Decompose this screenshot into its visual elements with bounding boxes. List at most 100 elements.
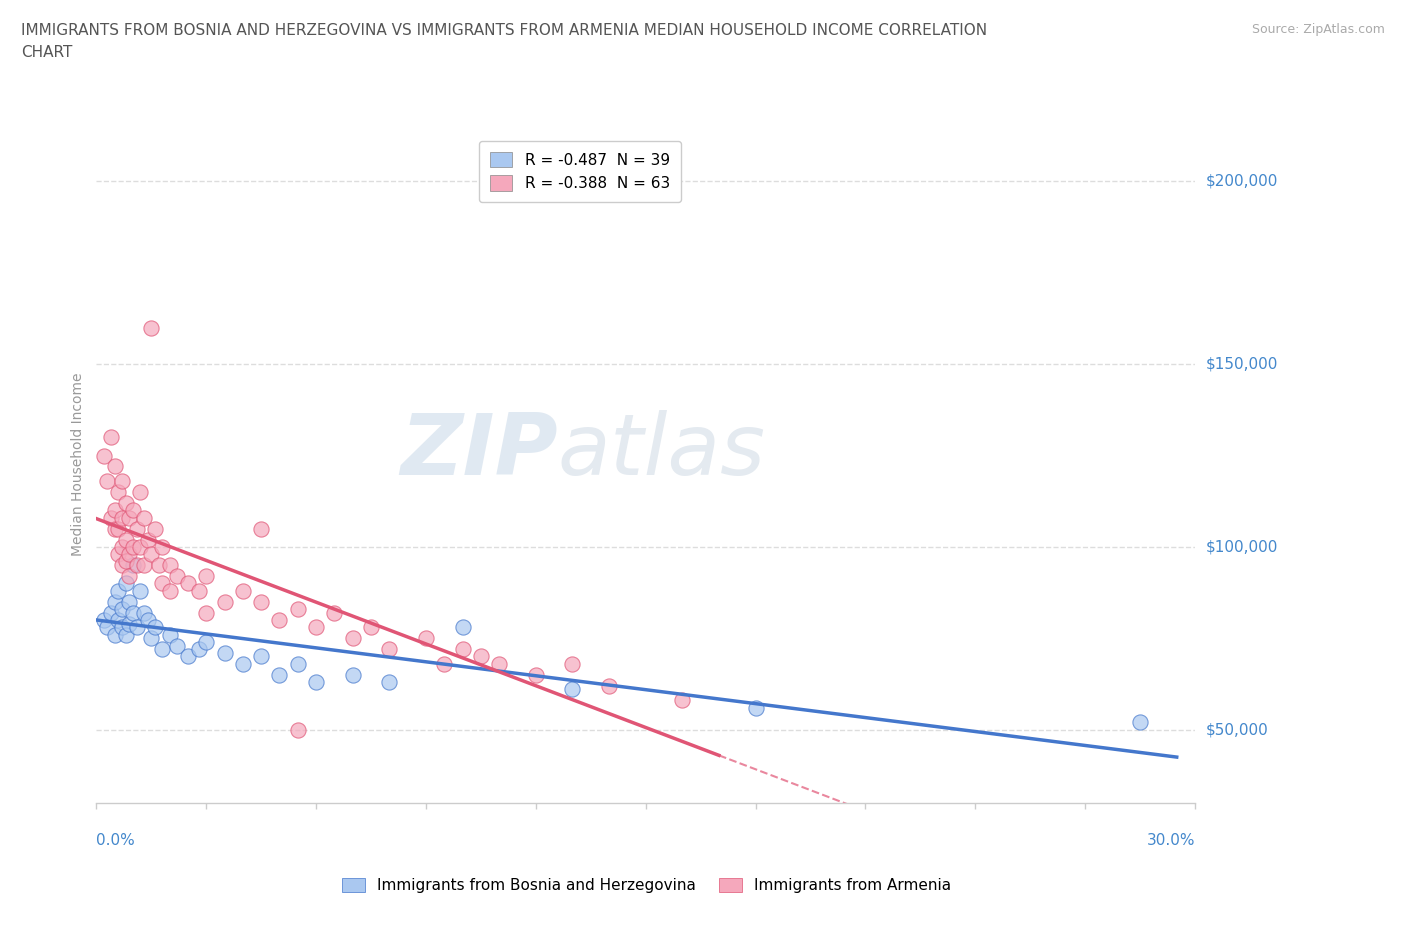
Text: 0.0%: 0.0% (97, 833, 135, 848)
Point (111, 539, 134, 554)
Point (744, 700, 766, 715)
Point (132, 558, 155, 573)
Text: $50,000: $50,000 (1206, 722, 1268, 737)
Point (111, 602, 134, 617)
Point (122, 558, 145, 573)
Text: $200,000: $200,000 (1206, 174, 1278, 189)
Point (136, 613, 159, 628)
Point (150, 539, 173, 554)
Point (111, 619, 134, 634)
Point (433, 657, 456, 671)
Point (166, 638, 188, 653)
Point (177, 576, 200, 591)
Point (159, 583, 181, 598)
Point (107, 547, 129, 562)
Point (150, 576, 173, 591)
Point (195, 605, 218, 620)
Point (118, 617, 141, 631)
Point (250, 649, 273, 664)
Point (132, 605, 155, 620)
Point (305, 619, 328, 634)
Point (214, 645, 236, 660)
Point (96, 619, 118, 634)
Point (561, 657, 583, 671)
Text: $100,000: $100,000 (1206, 539, 1278, 554)
Point (378, 642, 401, 657)
Point (287, 723, 309, 737)
Point (287, 602, 309, 617)
Point (132, 511, 155, 525)
Point (195, 634, 218, 649)
Point (104, 503, 127, 518)
Point (96, 473, 118, 488)
Point (143, 521, 166, 536)
Point (166, 568, 188, 583)
Point (269, 613, 291, 628)
Point (150, 642, 173, 657)
Point (159, 558, 181, 573)
Point (122, 503, 145, 518)
Point (305, 674, 328, 689)
Point (114, 576, 136, 591)
Point (470, 649, 492, 664)
Point (148, 558, 170, 573)
Point (232, 583, 254, 598)
Point (129, 539, 152, 554)
Point (107, 521, 129, 536)
Point (250, 521, 273, 536)
Point (114, 496, 136, 511)
Point (287, 657, 309, 671)
Point (107, 583, 129, 598)
Point (114, 627, 136, 642)
Legend: Immigrants from Bosnia and Herzegovina, Immigrants from Armenia: Immigrants from Bosnia and Herzegovina, … (336, 871, 957, 899)
Point (195, 568, 218, 583)
Point (122, 605, 145, 620)
Point (125, 619, 148, 634)
Point (129, 583, 152, 598)
Text: 30.0%: 30.0% (1146, 833, 1195, 848)
Point (104, 594, 127, 609)
Point (187, 642, 209, 657)
Point (111, 473, 134, 488)
Point (107, 485, 129, 499)
Point (107, 613, 129, 628)
Text: atlas: atlas (558, 409, 766, 493)
Point (93, 448, 115, 463)
Point (451, 619, 474, 634)
Point (111, 558, 134, 573)
Point (104, 459, 127, 474)
Point (232, 657, 254, 671)
Point (187, 583, 209, 598)
Point (451, 642, 474, 657)
Point (118, 547, 141, 562)
Point (323, 605, 346, 620)
Point (125, 558, 148, 573)
Text: IMMIGRANTS FROM BOSNIA AND HERZEGOVINA VS IMMIGRANTS FROM ARMENIA MEDIAN HOUSEHO: IMMIGRANTS FROM BOSNIA AND HERZEGOVINA V… (21, 23, 987, 60)
Text: Source: ZipAtlas.com: Source: ZipAtlas.com (1251, 23, 1385, 36)
Point (378, 674, 401, 689)
Point (561, 682, 583, 697)
Point (415, 631, 437, 645)
Point (488, 657, 510, 671)
Point (118, 511, 141, 525)
Point (671, 693, 693, 708)
Point (159, 627, 181, 642)
Text: ZIP: ZIP (401, 409, 558, 493)
Point (214, 594, 236, 609)
Point (141, 547, 163, 562)
Point (104, 627, 127, 642)
Point (122, 539, 145, 554)
Point (598, 678, 620, 693)
Point (1129, 715, 1152, 730)
Point (136, 532, 159, 547)
Point (104, 521, 127, 536)
Point (250, 594, 273, 609)
Legend: R = -0.487  N = 39, R = -0.388  N = 63: R = -0.487 N = 39, R = -0.388 N = 63 (479, 141, 681, 202)
Point (125, 521, 148, 536)
Point (342, 631, 364, 645)
Point (141, 320, 163, 335)
Point (177, 649, 200, 664)
Point (114, 532, 136, 547)
Point (141, 631, 163, 645)
Point (269, 668, 291, 683)
